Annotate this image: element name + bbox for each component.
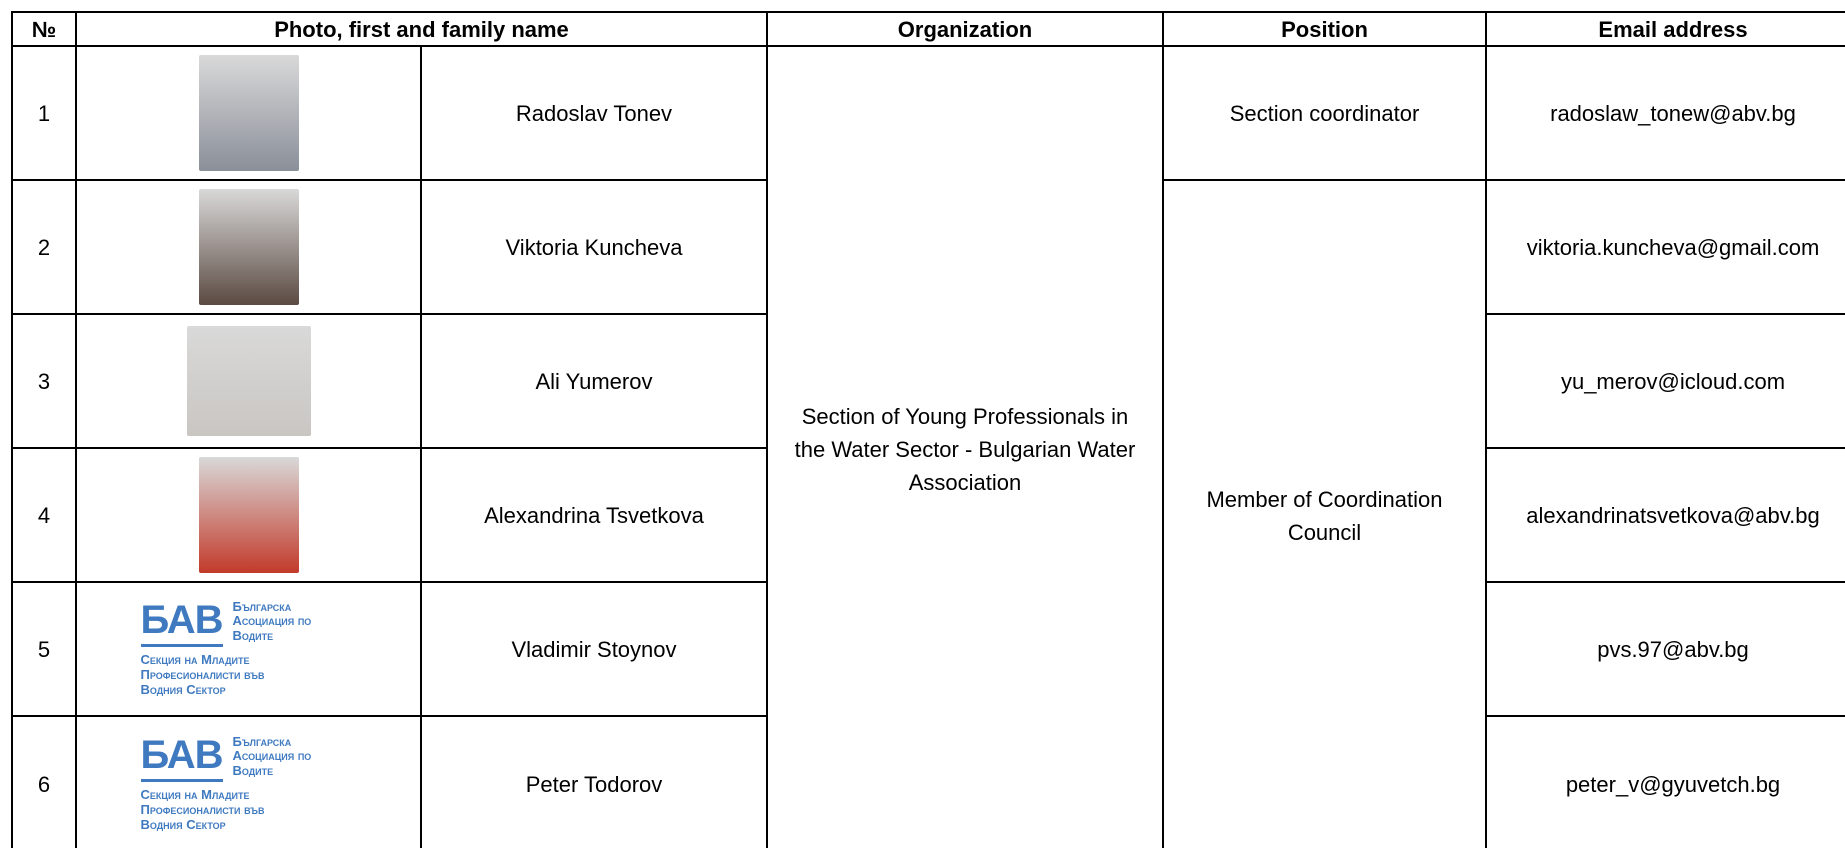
photo-cell: БАВ Българска Асоциация по Водите Секция на … (75, 715, 422, 848)
logo-line: Асоциация по (232, 748, 312, 764)
logo-sub-line: Професионалисти във (140, 667, 265, 683)
header-cell: Position (1162, 11, 1487, 47)
person-name: Vladimir Stoynov (420, 581, 768, 717)
header-cell: Email address (1485, 11, 1845, 47)
logo-top: БАВ Българска Асоциация по Водите (140, 734, 357, 783)
email: alexandrinatsvetkova@abv.bg (1485, 447, 1845, 583)
position: Member of Coordination Council (1162, 179, 1487, 848)
row-number: 5 (11, 581, 77, 717)
photo-cell (75, 447, 422, 583)
photo-cell: БАВ Българска Асоциация по Водите Секция на … (75, 581, 422, 717)
logo-sub-line: Секция на Младите (140, 652, 250, 668)
logo-abbr: БАВ (140, 600, 224, 648)
logo-sub-line: Водния Сектор (140, 681, 226, 697)
logo-abbr: БАВ (140, 735, 224, 783)
header-cell: № (11, 11, 77, 47)
photo-cell (75, 179, 422, 315)
logo-top: БАВ Българска Асоциация по Водите (140, 599, 357, 648)
photo (198, 55, 299, 171)
person-name: Ali Yumerov (420, 313, 768, 449)
logo-sub-line: Водния Сектор (140, 816, 226, 832)
logo-line: Българска (232, 599, 292, 615)
photo-cell (75, 45, 422, 181)
row-number: 4 (11, 447, 77, 583)
logo-sub: Секция на Младите Професионалисти във Водн… (140, 787, 357, 833)
photo (198, 189, 299, 305)
person-name: Viktoria Kuncheva (420, 179, 768, 315)
logo: БАВ Българска Асоциация по Водите Секция на … (140, 599, 357, 698)
header-cell: Photo, first and family name (75, 11, 768, 47)
header-cell: Organization (766, 11, 1164, 47)
row-number: 6 (11, 715, 77, 848)
photo (186, 326, 311, 436)
row-number: 3 (11, 313, 77, 449)
email: pvs.97@abv.bg (1485, 581, 1845, 717)
logo: БАВ Българска Асоциация по Водите Секция на … (140, 734, 357, 833)
email: yu_merov@icloud.com (1485, 313, 1845, 449)
logo-name: Българска Асоциация по Водите (232, 734, 312, 778)
photo-cell (75, 313, 422, 449)
logo-line: Водите (232, 627, 274, 643)
logo-sub-line: Професионалисти във (140, 802, 265, 818)
email: radoslaw_tonew@abv.bg (1485, 45, 1845, 181)
logo-line: Водите (232, 762, 274, 778)
row-number: 2 (11, 179, 77, 315)
person-name: Radoslav Tonev (420, 45, 768, 181)
row-number: 1 (11, 45, 77, 181)
person-name: Peter Todorov (420, 715, 768, 848)
position: Section coordinator (1162, 45, 1487, 181)
email: viktoria.kuncheva@gmail.com (1485, 179, 1845, 315)
logo-sub-line: Секция на Младите (140, 787, 250, 803)
logo-name: Българска Асоциация по Водите (232, 599, 312, 643)
logo-sub: Секция на Младите Професионалисти във Водн… (140, 652, 357, 698)
photo (198, 457, 299, 573)
person-name: Alexandrina Tsvetkova (420, 447, 768, 583)
organization: Section of Young Professionals in the Wa… (766, 45, 1164, 848)
logo-line: Българска (232, 734, 292, 750)
email: peter_v@gyuvetch.bg (1485, 715, 1845, 848)
logo-line: Асоциация по (232, 613, 312, 629)
